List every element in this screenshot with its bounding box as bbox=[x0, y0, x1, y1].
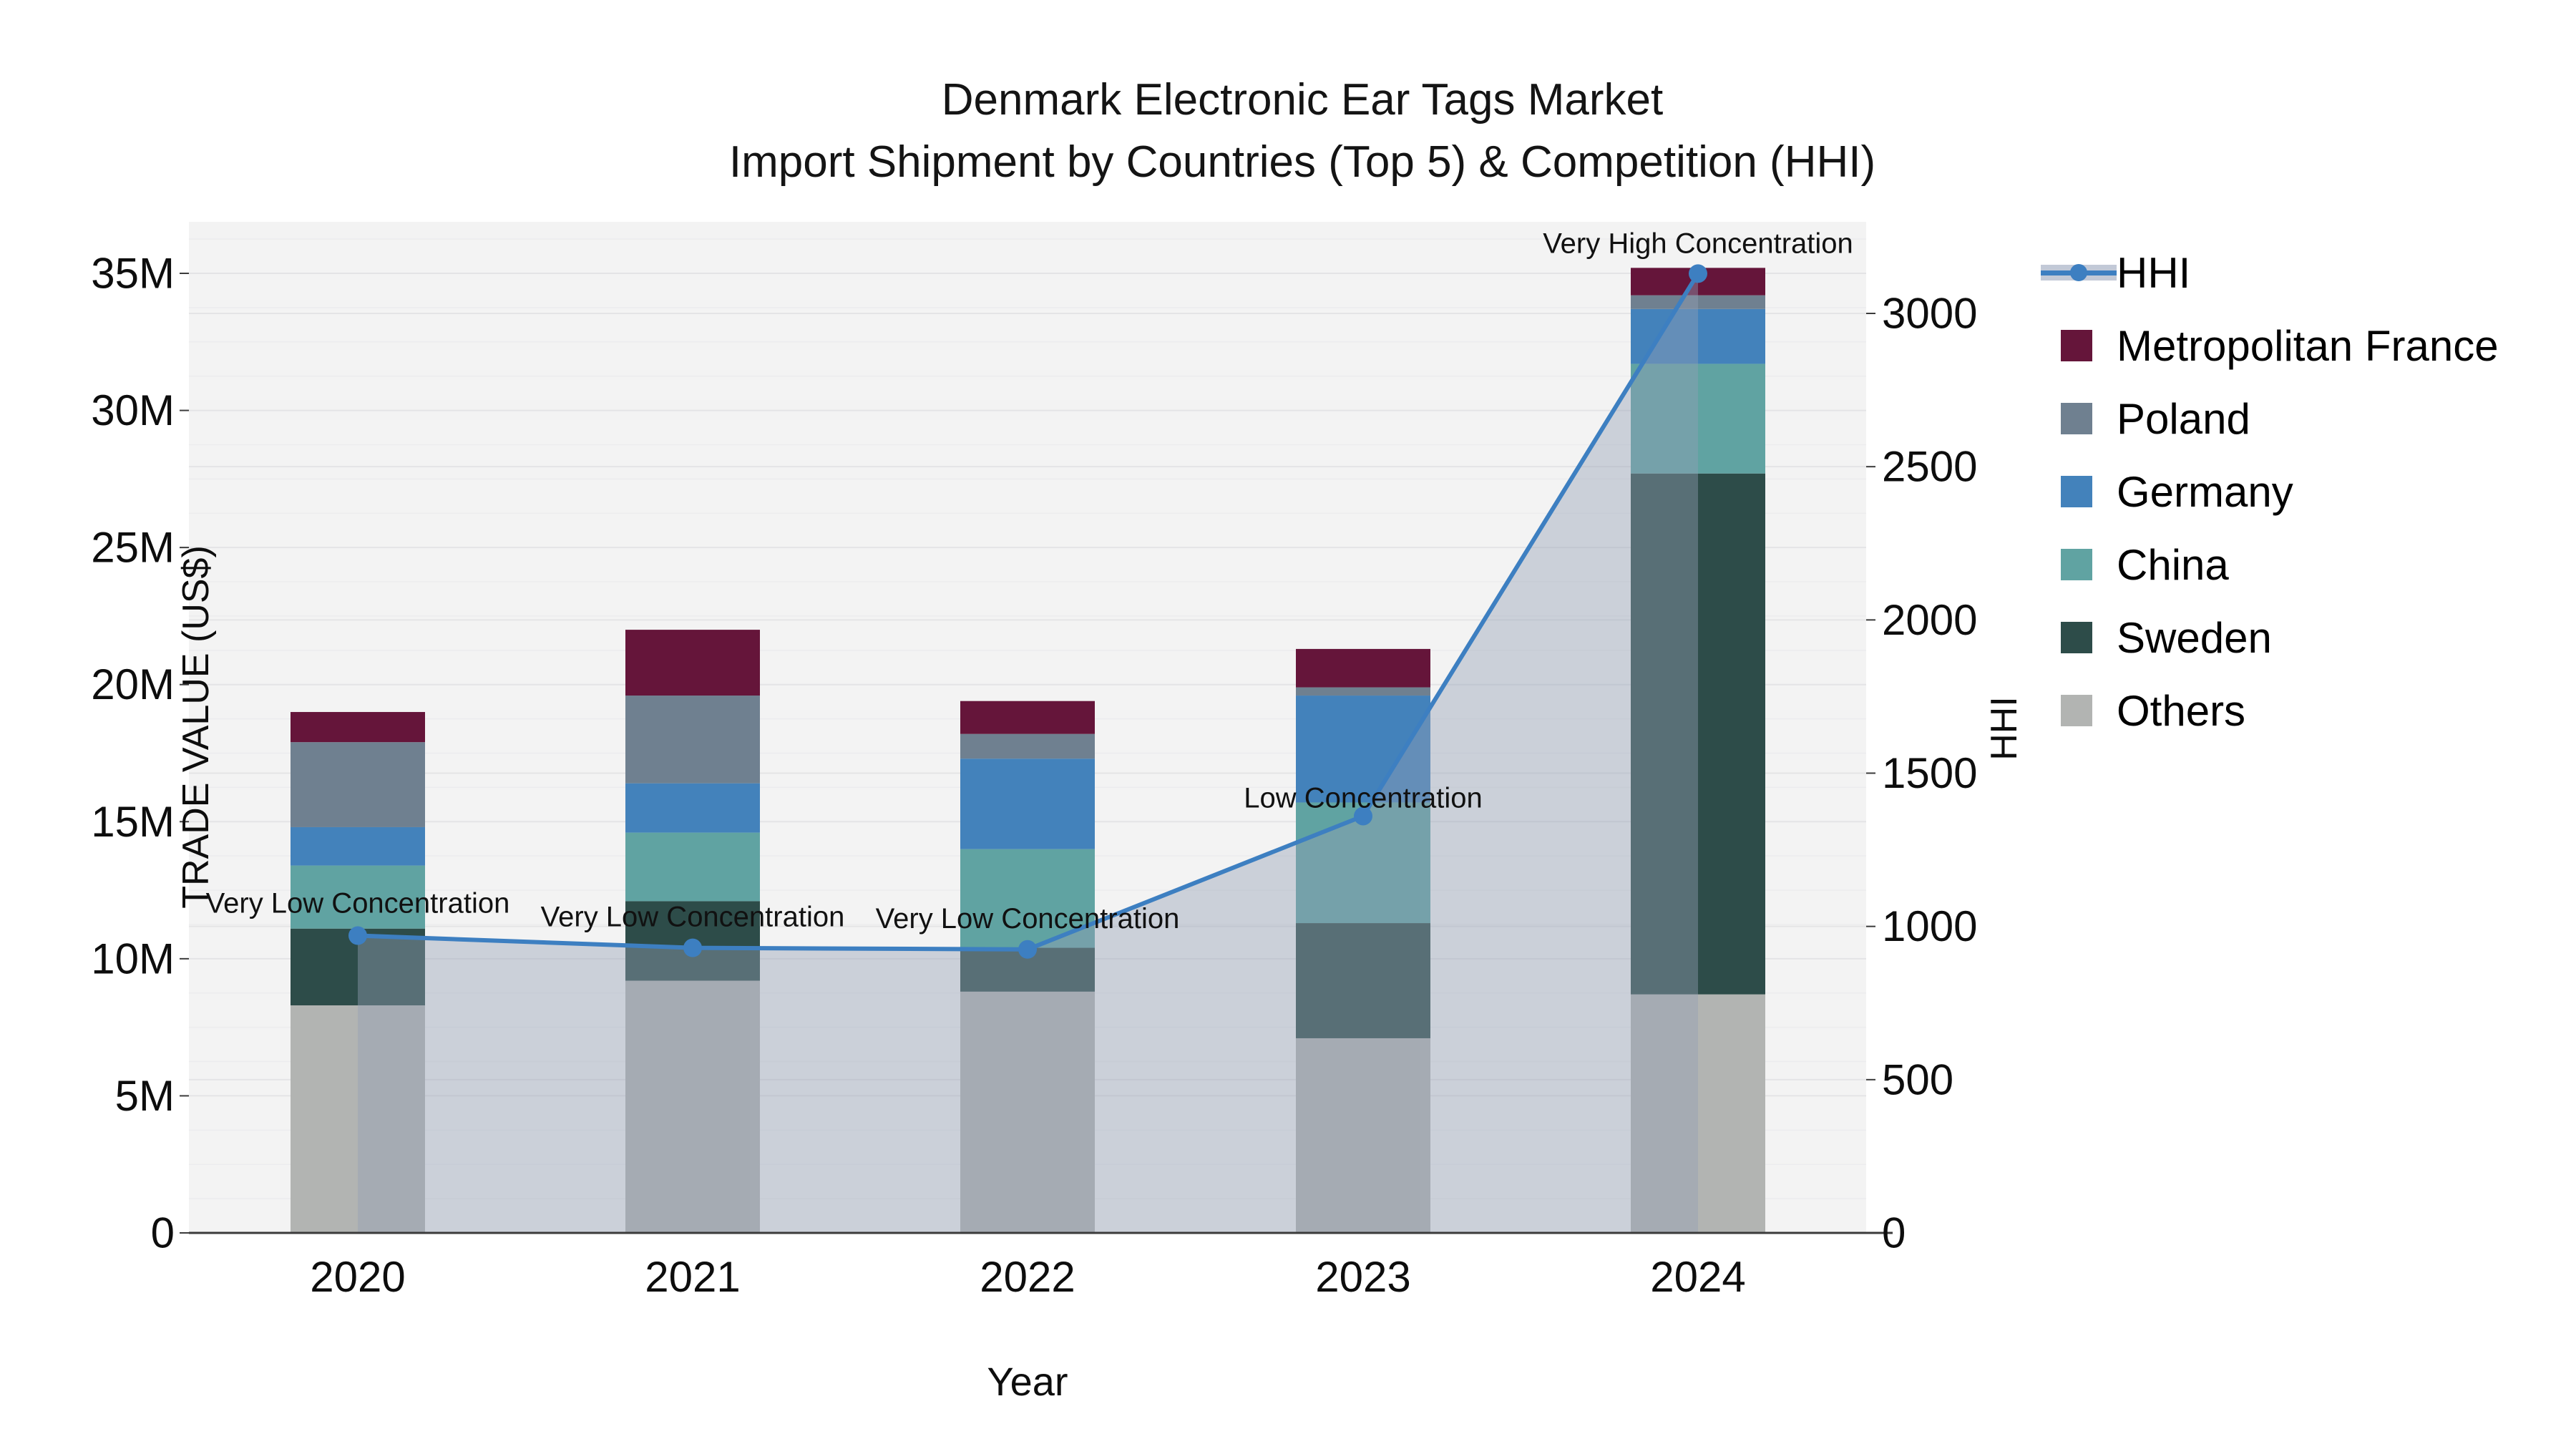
legend-swatch bbox=[2061, 622, 2092, 653]
bar-segment-poland-2022 bbox=[960, 733, 1095, 759]
bar-segment-others-2023 bbox=[1296, 1038, 1430, 1233]
legend-item-others: Others bbox=[2041, 674, 2499, 747]
bar-segment-poland-2020 bbox=[291, 742, 425, 827]
bar-segment-poland-2021 bbox=[625, 696, 760, 784]
legend: HHI Metropolitan France Poland Germany China… bbox=[2041, 236, 2499, 747]
legend-line-sample bbox=[2041, 257, 2117, 288]
bar-segment-poland-2024 bbox=[1631, 295, 1765, 309]
x-tick-label-2020: 2020 bbox=[310, 1253, 405, 1301]
annotation-2021: Very Low Concentration bbox=[541, 902, 845, 933]
legend-label: Sweden bbox=[2117, 613, 2272, 662]
x-tick-label-2023: 2023 bbox=[1315, 1253, 1410, 1301]
bar-segment-germany-2024 bbox=[1631, 308, 1765, 364]
bar-segment-sweden-2024 bbox=[1631, 473, 1765, 995]
legend-label: Metropolitan France bbox=[2117, 321, 2499, 370]
right-tick-label-500: 500 bbox=[1882, 1055, 1953, 1103]
left-tick-label-35M: 35M bbox=[91, 250, 175, 298]
bar-segment-germany-2020 bbox=[291, 826, 425, 866]
hhi-marker-2022 bbox=[1018, 940, 1037, 959]
bar-segment-poland-2023 bbox=[1296, 687, 1430, 696]
x-tick-label-2024: 2024 bbox=[1650, 1253, 1745, 1301]
legend-label: HHI bbox=[2117, 248, 2191, 297]
left-tick-label-20M: 20M bbox=[91, 660, 175, 708]
annotation-2024: Very High Concentration bbox=[1543, 228, 1853, 259]
legend-swatch bbox=[2061, 549, 2092, 580]
annotation-2023: Low Concentration bbox=[1244, 782, 1483, 814]
left-tick-label-25M: 25M bbox=[91, 524, 175, 572]
right-axis-title: HHI bbox=[1983, 696, 2025, 761]
annotation-2022: Very Low Concentration bbox=[876, 903, 1180, 935]
hhi-marker-2024 bbox=[1689, 264, 1707, 283]
bar-segment-metropolitan-france-2020 bbox=[291, 712, 425, 743]
left-tick-label-10M: 10M bbox=[91, 935, 175, 982]
right-tick-label-3000: 3000 bbox=[1882, 290, 1977, 338]
legend-label: Poland bbox=[2117, 394, 2250, 443]
right-tick-label-0: 0 bbox=[1882, 1209, 1906, 1257]
bar-segment-others-2024 bbox=[1631, 994, 1765, 1233]
left-tick-label-0: 0 bbox=[151, 1209, 175, 1257]
bar-segment-others-2020 bbox=[291, 1005, 425, 1233]
right-tick-label-2500: 2500 bbox=[1882, 443, 1977, 491]
legend-label: China bbox=[2117, 540, 2229, 589]
x-tick-label-2021: 2021 bbox=[645, 1253, 740, 1301]
legend-label: Germany bbox=[2117, 467, 2293, 516]
annotation-2020: Very Low Concentration bbox=[206, 888, 510, 919]
left-tick-label-5M: 5M bbox=[115, 1072, 175, 1120]
hhi-marker-2023 bbox=[1354, 806, 1372, 826]
bar-segment-germany-2023 bbox=[1296, 696, 1430, 803]
bar-segment-metropolitan-france-2022 bbox=[960, 701, 1095, 734]
bar-segment-sweden-2023 bbox=[1296, 923, 1430, 1038]
left-tick-label-30M: 30M bbox=[91, 386, 175, 434]
legend-swatch bbox=[2061, 403, 2092, 434]
left-tick-label-15M: 15M bbox=[91, 798, 175, 846]
legend-swatch bbox=[2061, 695, 2092, 726]
bar-segment-china-2024 bbox=[1631, 364, 1765, 474]
hhi-marker-2020 bbox=[348, 926, 367, 945]
legend-item-hhi: HHI bbox=[2041, 236, 2499, 309]
chart-title: Denmark Electronic Ear Tags Market Impor… bbox=[729, 69, 1875, 193]
legend-item-sweden: Sweden bbox=[2041, 601, 2499, 674]
x-axis-title: Year bbox=[987, 1359, 1068, 1404]
bar-segment-metropolitan-france-2023 bbox=[1296, 648, 1430, 688]
bar-segment-china-2020 bbox=[291, 865, 425, 929]
legend-item-china: China bbox=[2041, 528, 2499, 601]
x-tick-label-2022: 2022 bbox=[980, 1253, 1075, 1301]
bar-segment-others-2022 bbox=[960, 991, 1095, 1233]
bar-segment-others-2021 bbox=[625, 980, 760, 1233]
bar-segment-germany-2021 bbox=[625, 783, 760, 833]
legend-label: Others bbox=[2117, 686, 2246, 735]
legend-swatch bbox=[2061, 330, 2092, 361]
legend-item-poland: Poland bbox=[2041, 382, 2499, 455]
legend-item-metropolitan-france: Metropolitan France bbox=[2041, 309, 2499, 382]
right-tick-label-1000: 1000 bbox=[1882, 902, 1977, 950]
right-tick-label-1500: 1500 bbox=[1882, 749, 1977, 797]
hhi-marker-2021 bbox=[683, 938, 702, 957]
right-tick-label-2000: 2000 bbox=[1882, 596, 1977, 644]
chart-title-line2: Import Shipment by Countries (Top 5) & C… bbox=[728, 137, 1876, 187]
left-axis-title: TRADE VALUE (US$) bbox=[175, 545, 217, 909]
bar-segment-china-2021 bbox=[625, 832, 760, 902]
legend-swatch bbox=[2061, 476, 2092, 507]
bar-segment-metropolitan-france-2021 bbox=[625, 630, 760, 696]
bar-segment-germany-2022 bbox=[960, 758, 1095, 849]
chart-title-line1: Denmark Electronic Ear Tags Market bbox=[941, 75, 1664, 125]
legend-item-germany: Germany bbox=[2041, 455, 2499, 528]
hhi-area-fill bbox=[358, 273, 1698, 1233]
